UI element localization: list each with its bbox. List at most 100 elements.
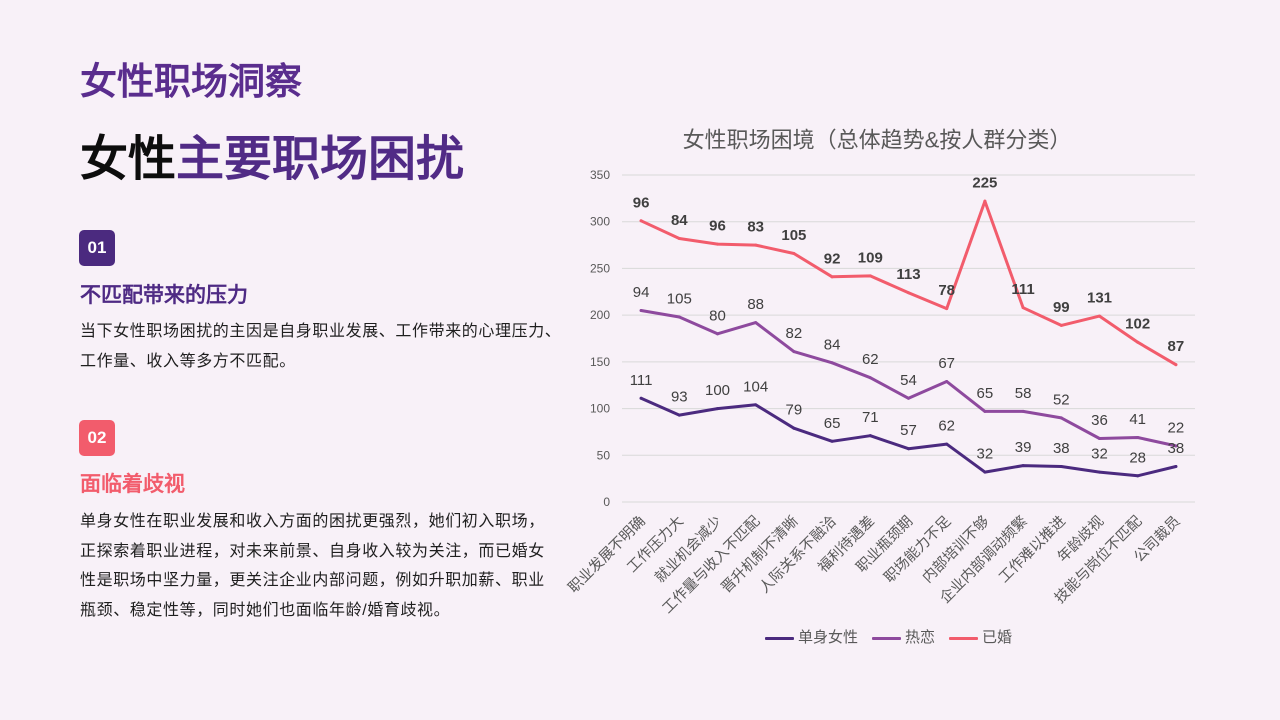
section-body-line: 正探索着职业进程，对未来前景、自身收入较为关注，而已婚女 [80,542,545,560]
page-title: 女性主要职场困扰 [80,130,464,190]
data-point [945,307,949,311]
y-tick-label: 200 [590,308,610,322]
section-discrimination: 02 面临着歧视 单身女性在职业发展和收入方面的困扰更强烈，她们初入职场， 正探… [79,420,559,620]
data-point [868,274,872,278]
data-point [1059,323,1063,327]
data-point [792,350,796,354]
data-label: 41 [1129,411,1146,428]
section-body-line: 瓶颈、稳定性等，同时她们也面临年龄/婚育歧视。 [80,601,451,619]
data-point [792,251,796,255]
data-label: 111 [630,372,653,389]
data-point [830,275,834,279]
x-tick-label: 工作难以推进 [995,513,1069,587]
data-point [1174,444,1178,448]
section-body-line: 性是职场中坚力量，更关注企业内部问题，例如升职加薪、职业 [80,572,545,589]
section-heading: 不匹配带来的压力 [80,284,248,307]
data-label: 38 [1053,440,1070,457]
data-label: 57 [900,422,917,439]
legend-swatch [765,636,794,640]
legend-item-in-love: 热恋 [872,628,935,648]
data-label: 38 [1168,440,1185,457]
y-tick-label: 100 [590,402,610,416]
y-tick-label: 250 [590,261,610,275]
y-tick-label: 350 [590,168,610,182]
data-label: 99 [1053,299,1070,316]
data-label: 92 [824,250,841,267]
chart-gridlines [622,174,1195,503]
data-point [754,321,758,325]
legend-label: 已婚 [982,629,1013,646]
series-single-women [639,396,1178,478]
data-point [716,407,719,411]
data-point [716,242,719,246]
section-body: 单身女性在职业发展和收入方面的困扰更强烈，她们初入职场， 正探索着职业进程，对未… [80,507,545,625]
data-point [945,379,949,383]
data-labels: 111 93 100 104 79 65 71 57 62 32 39 38 32 28 38 94 105 80… [630,175,1185,467]
data-point [868,434,872,438]
data-label: 67 [938,355,955,372]
data-label: 109 [858,249,883,266]
data-label: 96 [709,218,726,235]
y-tick-label: 0 [603,495,610,509]
data-point [983,199,987,203]
data-label: 131 [1087,290,1112,307]
data-point [1098,314,1101,318]
legend-swatch [872,636,902,640]
section-body: 当下女性职场困扰的主因是自身职业发展、工作带来的心理压力、 工作量、收入等多方不… [80,317,561,376]
section-body-line: 单身女性在职业发展和收入方面的困扰更强烈，她们初入职场， [80,513,545,530]
data-label: 105 [781,227,806,244]
data-label: 88 [747,296,764,313]
data-label: 79 [786,402,803,419]
data-point [830,439,834,443]
data-point [907,396,910,400]
section-number-badge: 01 [79,230,115,266]
data-label: 96 [633,194,650,211]
data-point [677,237,681,241]
data-label: 32 [977,446,994,463]
data-label: 113 [896,266,920,283]
section-heading: 面临着歧视 [80,473,185,496]
legend-item-married: 已婚 [949,628,1012,648]
stacked-line-chart: 女性职场困境（总体趋势&按人群分类） 0 50 100 150 200 250 300 350 职… [565,128,1195,617]
data-label: 84 [671,212,688,229]
data-label: 39 [1015,439,1032,456]
data-point [754,403,758,407]
data-point [716,332,719,336]
chart-title: 女性职场困境（总体趋势&按人群分类） [683,128,1072,153]
data-label: 82 [786,325,803,342]
data-label: 28 [1129,449,1146,466]
x-tick-label: 就业机会减少 [652,513,726,587]
data-label: 225 [972,175,997,192]
data-label: 65 [977,385,994,402]
eyebrow-title: 女性职场洞察 [80,61,302,102]
data-label: 80 [709,307,726,324]
data-label: 78 [938,282,955,299]
data-label: 104 [743,378,768,395]
data-point [1098,436,1101,440]
data-point [639,219,643,223]
series-lines [639,199,1178,478]
x-tick-label: 内部培训不够 [919,512,993,586]
data-label: 93 [671,389,688,406]
data-point [1174,464,1178,468]
data-point [1059,464,1063,468]
data-point [868,376,872,380]
series-married [639,199,1178,367]
section-body-line: 当下女性职场困扰的主因是自身职业发展、工作带来的心理压力、 [80,323,562,340]
y-tick-label: 50 [597,448,611,462]
data-point [639,308,643,312]
data-label: 83 [747,219,764,236]
y-axis: 0 50 100 150 200 250 300 350 [590,168,610,509]
data-point [639,396,643,400]
data-point [1021,306,1025,310]
data-point [983,470,987,474]
legend-swatch [949,636,979,640]
data-point [1098,470,1101,474]
section-body-line: 工作量、收入等多方不匹配。 [80,352,296,370]
data-point [1021,464,1025,468]
data-point [945,442,949,446]
data-point [677,315,681,319]
legend-item-single-women: 单身女性 [765,628,858,648]
data-label: 32 [1091,446,1108,463]
